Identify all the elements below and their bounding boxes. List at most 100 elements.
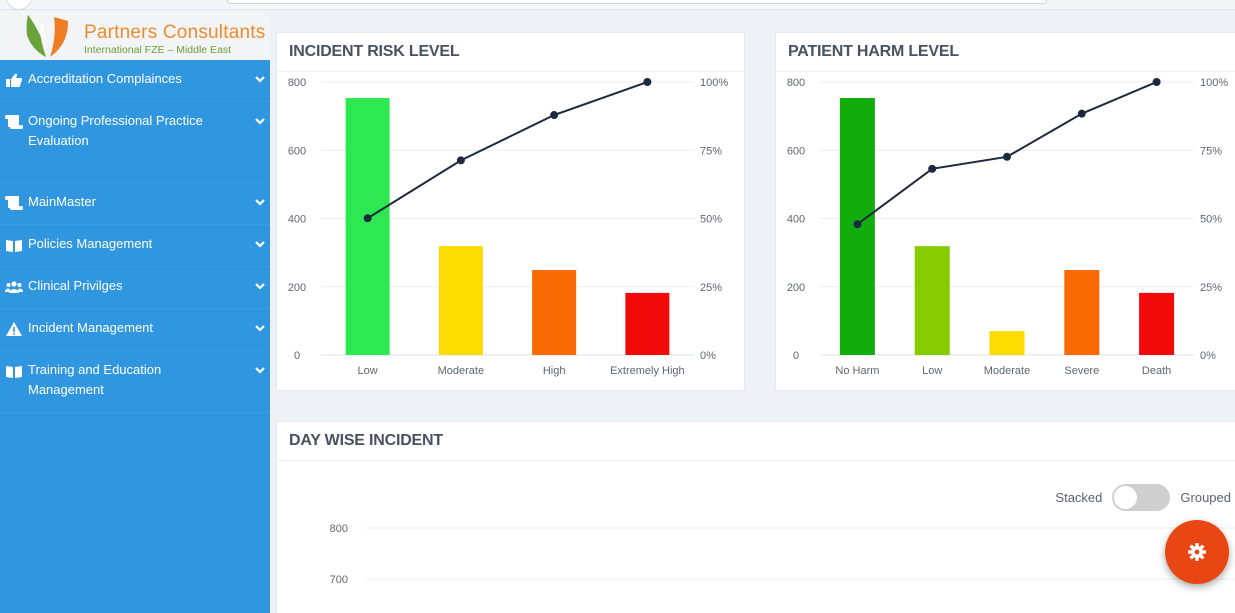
y2-tick-label: 25% [1200,282,1222,294]
toggle-switch[interactable] [1112,484,1171,511]
card-title: PATIENT HARM LEVEL [788,43,959,60]
sidebar-item-accreditation[interactable]: Accreditation Complainces [0,60,270,102]
incident-risk-card: INCIDENT RISK LEVEL 0 0% 200 25% 400 50% 600 75… [276,32,745,391]
cumulative-point [550,111,559,120]
y-tick-label: 400 [288,214,306,226]
y-tick-label: 800 [288,77,306,89]
sidebar-item-clinical-privileges[interactable]: Clinical Privilges [0,267,270,309]
settings-fab-button[interactable] [1165,520,1229,584]
x-tick-label: High [543,365,566,377]
sidebar: Accreditation Complainces Ongoing Profes… [0,60,270,613]
sidebar-item-oppe[interactable]: Ongoing Professional Practice Evaluation [0,102,270,183]
stacked-grouped-toggle: Stacked Grouped [1055,484,1231,511]
incident-risk-chart: 0 0% 200 25% 400 50% 600 75% 800 100% Low Moderate H… [288,77,729,377]
bar-death [1139,292,1175,355]
bar-severe [1064,270,1100,355]
sidebar-item-label: MainMaster [28,194,96,209]
x-tick-label: Low [922,365,942,377]
y-tick-label: 800 [330,523,348,535]
cumulative-point [1003,152,1011,161]
users-icon [5,280,23,294]
y-tick-label: 0 [294,350,300,362]
toggle-label-grouped: Grouped [1180,490,1231,505]
cumulative-point [363,214,372,223]
bar-extremely-high [625,292,670,355]
y2-tick-label: 50% [700,214,722,226]
chevron-down-icon [255,118,265,125]
search-input[interactable] [227,0,1047,4]
cumulative-line [367,81,648,220]
brand-header: Partners Consultants International FZE –… [0,11,270,60]
brand-name: Partners Consultants [84,22,266,43]
bar-high [532,270,577,355]
chevron-down-icon [255,241,265,248]
chevron-down-icon [255,76,265,83]
x-tick-label: Moderate [984,365,1030,377]
thumbs-up-icon [5,73,23,87]
y-tick-label: 200 [288,282,306,294]
book-icon [5,364,23,378]
brand-subtitle: International FZE – Middle East [84,44,232,56]
y2-tick-label: 75% [1200,145,1222,157]
divider [277,71,744,72]
sidebar-item-mainmaster[interactable]: MainMaster [0,183,270,225]
sidebar-item-label: Policies Management [28,236,153,251]
cumulative-point [853,220,862,229]
y-tick-label: 800 [787,77,805,89]
chevron-down-icon [255,325,265,332]
y-tick-label: 600 [288,145,306,157]
y2-tick-label: 75% [700,145,722,157]
x-tick-label: Moderate [438,365,484,377]
warning-icon [5,322,23,336]
y-tick-label: 400 [787,214,805,226]
day-wise-incident-card: DAY WISE INCIDENT Stacked Grouped 800 70… [276,421,1235,613]
patient-harm-card: PATIENT HARM LEVEL 0 0% 200 25% 400 50% 600 75%… [775,32,1235,391]
y2-tick-label: 0% [1200,350,1216,362]
bar-low [914,246,950,355]
sidebar-item-label: Incident Management [28,320,154,335]
cumulative-point [928,164,937,173]
logo-icon [26,15,68,57]
y-tick-label: 200 [787,282,805,294]
book-icon [5,238,23,252]
bar-low [345,98,390,355]
x-tick-label: Extremely High [610,365,685,377]
cumulative-point [1077,109,1086,118]
day-wise-chart: 800 700 [330,523,1235,586]
divider [277,460,1235,461]
card-title: DAY WISE INCIDENT [289,432,443,449]
patient-harm-chart: 0 0% 200 25% 400 50% 600 75% 800 100% No Harm Low Mo… [787,77,1229,377]
scroll-icon [5,196,23,210]
top-bar [0,0,1235,10]
menu-toggle-button[interactable] [6,0,32,10]
y-tick-label: 0 [793,350,799,362]
gear-icon [1188,543,1206,561]
divider [776,71,1235,72]
x-tick-label: Death [1142,365,1171,377]
chevron-down-icon [255,199,265,206]
sidebar-item-incident-management[interactable]: Incident Management [0,309,270,351]
y-tick-label: 700 [330,574,348,586]
sidebar-item-policies[interactable]: Policies Management [0,225,270,267]
y-tick-label: 600 [787,145,805,157]
card-title: INCIDENT RISK LEVEL [289,43,460,60]
y2-tick-label: 25% [700,282,722,294]
x-tick-label: Severe [1064,365,1099,377]
x-tick-label: Low [358,365,378,377]
bar-moderate [438,246,483,355]
y2-tick-label: 100% [700,77,728,89]
chevron-down-icon [255,367,265,374]
bar-moderate [989,331,1025,355]
y2-tick-label: 0% [700,350,716,362]
y2-tick-label: 50% [1200,214,1222,226]
cumulative-point [643,78,652,86]
sidebar-item-label: Training and Education Management [28,362,162,397]
cumulative-point [1152,78,1161,86]
toggle-knob [1114,486,1138,509]
sidebar-item-label: Accreditation Complainces [28,71,182,86]
sidebar-item-training[interactable]: Training and Education Management [0,351,270,413]
scroll-icon [5,115,23,129]
sidebar-item-label: Ongoing Professional Practice Evaluation [28,113,203,148]
y2-tick-label: 100% [1200,77,1228,89]
toggle-label-stacked: Stacked [1055,490,1103,505]
